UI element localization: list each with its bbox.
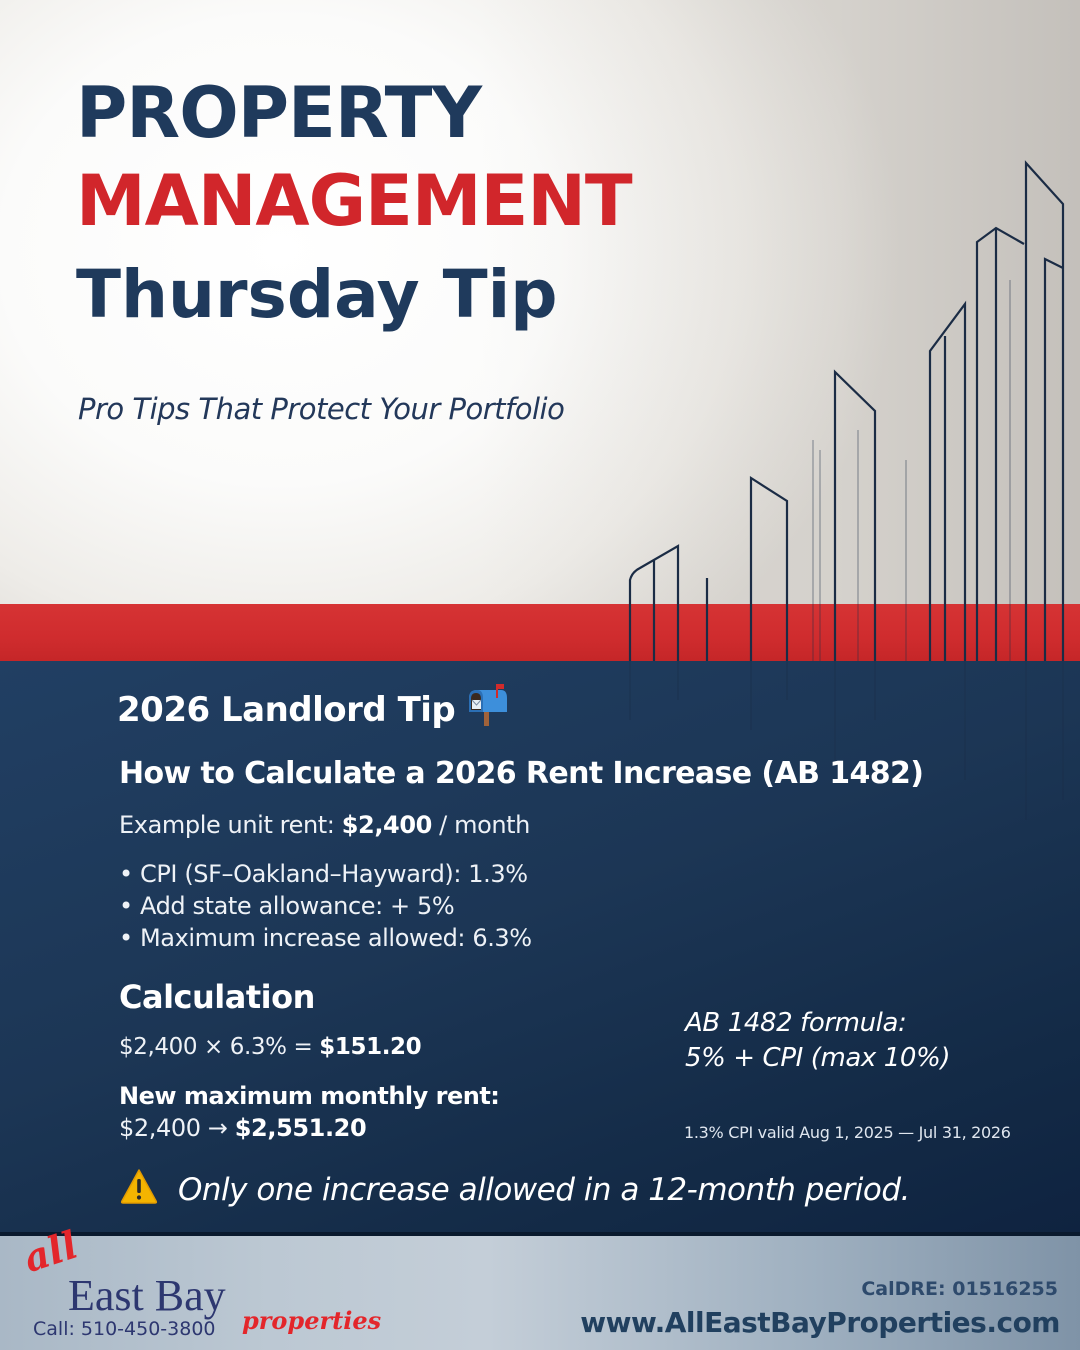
- list-item-max-increase: • Maximum increase allowed: 6.3%: [119, 924, 532, 952]
- warning-notice: Only one increase allowed in a 12-month …: [120, 1168, 910, 1212]
- new-max-rent-label: New maximum monthly rent:: [119, 1082, 500, 1110]
- list-item-cpi: • CPI (SF–Oakland–Hayward): 1.3%: [119, 860, 528, 888]
- warning-text: Only one increase allowed in a 12-month …: [178, 1172, 910, 1208]
- website-link[interactable]: www.AllEastBayProperties.com: [580, 1306, 1060, 1339]
- logo-east-bay-text: East Bay: [68, 1271, 226, 1320]
- calculation-formula-text: $2,400 × 6.3% =: [119, 1034, 320, 1060]
- title-property: PROPERTY: [76, 72, 482, 154]
- ab1482-formula: AB 1482 formula: 5% + CPI (max 10%): [685, 1006, 951, 1076]
- tip-panel: [0, 661, 1080, 1232]
- calculation-result: $151.20: [319, 1034, 422, 1060]
- list-item-state-allowance: • Add state allowance: + 5%: [119, 892, 455, 920]
- example-rent-label: Example unit rent:: [119, 811, 342, 839]
- tip-heading: 2026 Landlord Tip: [117, 684, 509, 735]
- tip-title: How to Calculate a 2026 Rent Increase (A…: [119, 756, 924, 791]
- example-rent-suffix: / month: [431, 811, 530, 839]
- calculation-heading: Calculation: [119, 978, 315, 1016]
- phone-number[interactable]: Call: 510-450-3800: [33, 1318, 216, 1340]
- cpi-validity-note: 1.3% CPI valid Aug 1, 2025 — Jul 31, 202…: [684, 1123, 1011, 1142]
- ab1482-formula-line1: AB 1482 formula:: [685, 1008, 907, 1038]
- title-thursday-tip: Thursday Tip: [76, 256, 558, 333]
- tip-heading-label: 2026 Landlord Tip: [117, 689, 456, 730]
- rent-factors-list: • CPI (SF–Oakland–Hayward): 1.3% • Add s…: [119, 858, 532, 954]
- calculation-formula: $2,400 × 6.3% = $151.20: [119, 1034, 422, 1060]
- warning-icon: [120, 1168, 158, 1212]
- example-rent: Example unit rent: $2,400 / month: [119, 811, 530, 839]
- red-accent-band: [0, 604, 1080, 661]
- ab1482-formula-line2: 5% + CPI (max 10%): [685, 1043, 951, 1073]
- mailbox-icon: [465, 684, 509, 735]
- example-rent-value: $2,400: [341, 811, 433, 839]
- new-max-rent-value: $2,400 → $2,551.20: [119, 1114, 367, 1142]
- title-management: MANAGEMENT: [76, 160, 633, 242]
- new-max-rent-to: $2,551.20: [234, 1114, 367, 1142]
- caldre-license: CalDRE: 01516255: [861, 1278, 1058, 1300]
- hero-shade: [480, 0, 1080, 604]
- new-max-rent-from: $2,400 →: [119, 1114, 235, 1142]
- logo-properties-text: properties: [242, 1306, 382, 1335]
- footer: [0, 1236, 1080, 1350]
- footer-divider: [0, 1232, 1080, 1236]
- subtitle: Pro Tips That Protect Your Portfolio: [78, 392, 565, 426]
